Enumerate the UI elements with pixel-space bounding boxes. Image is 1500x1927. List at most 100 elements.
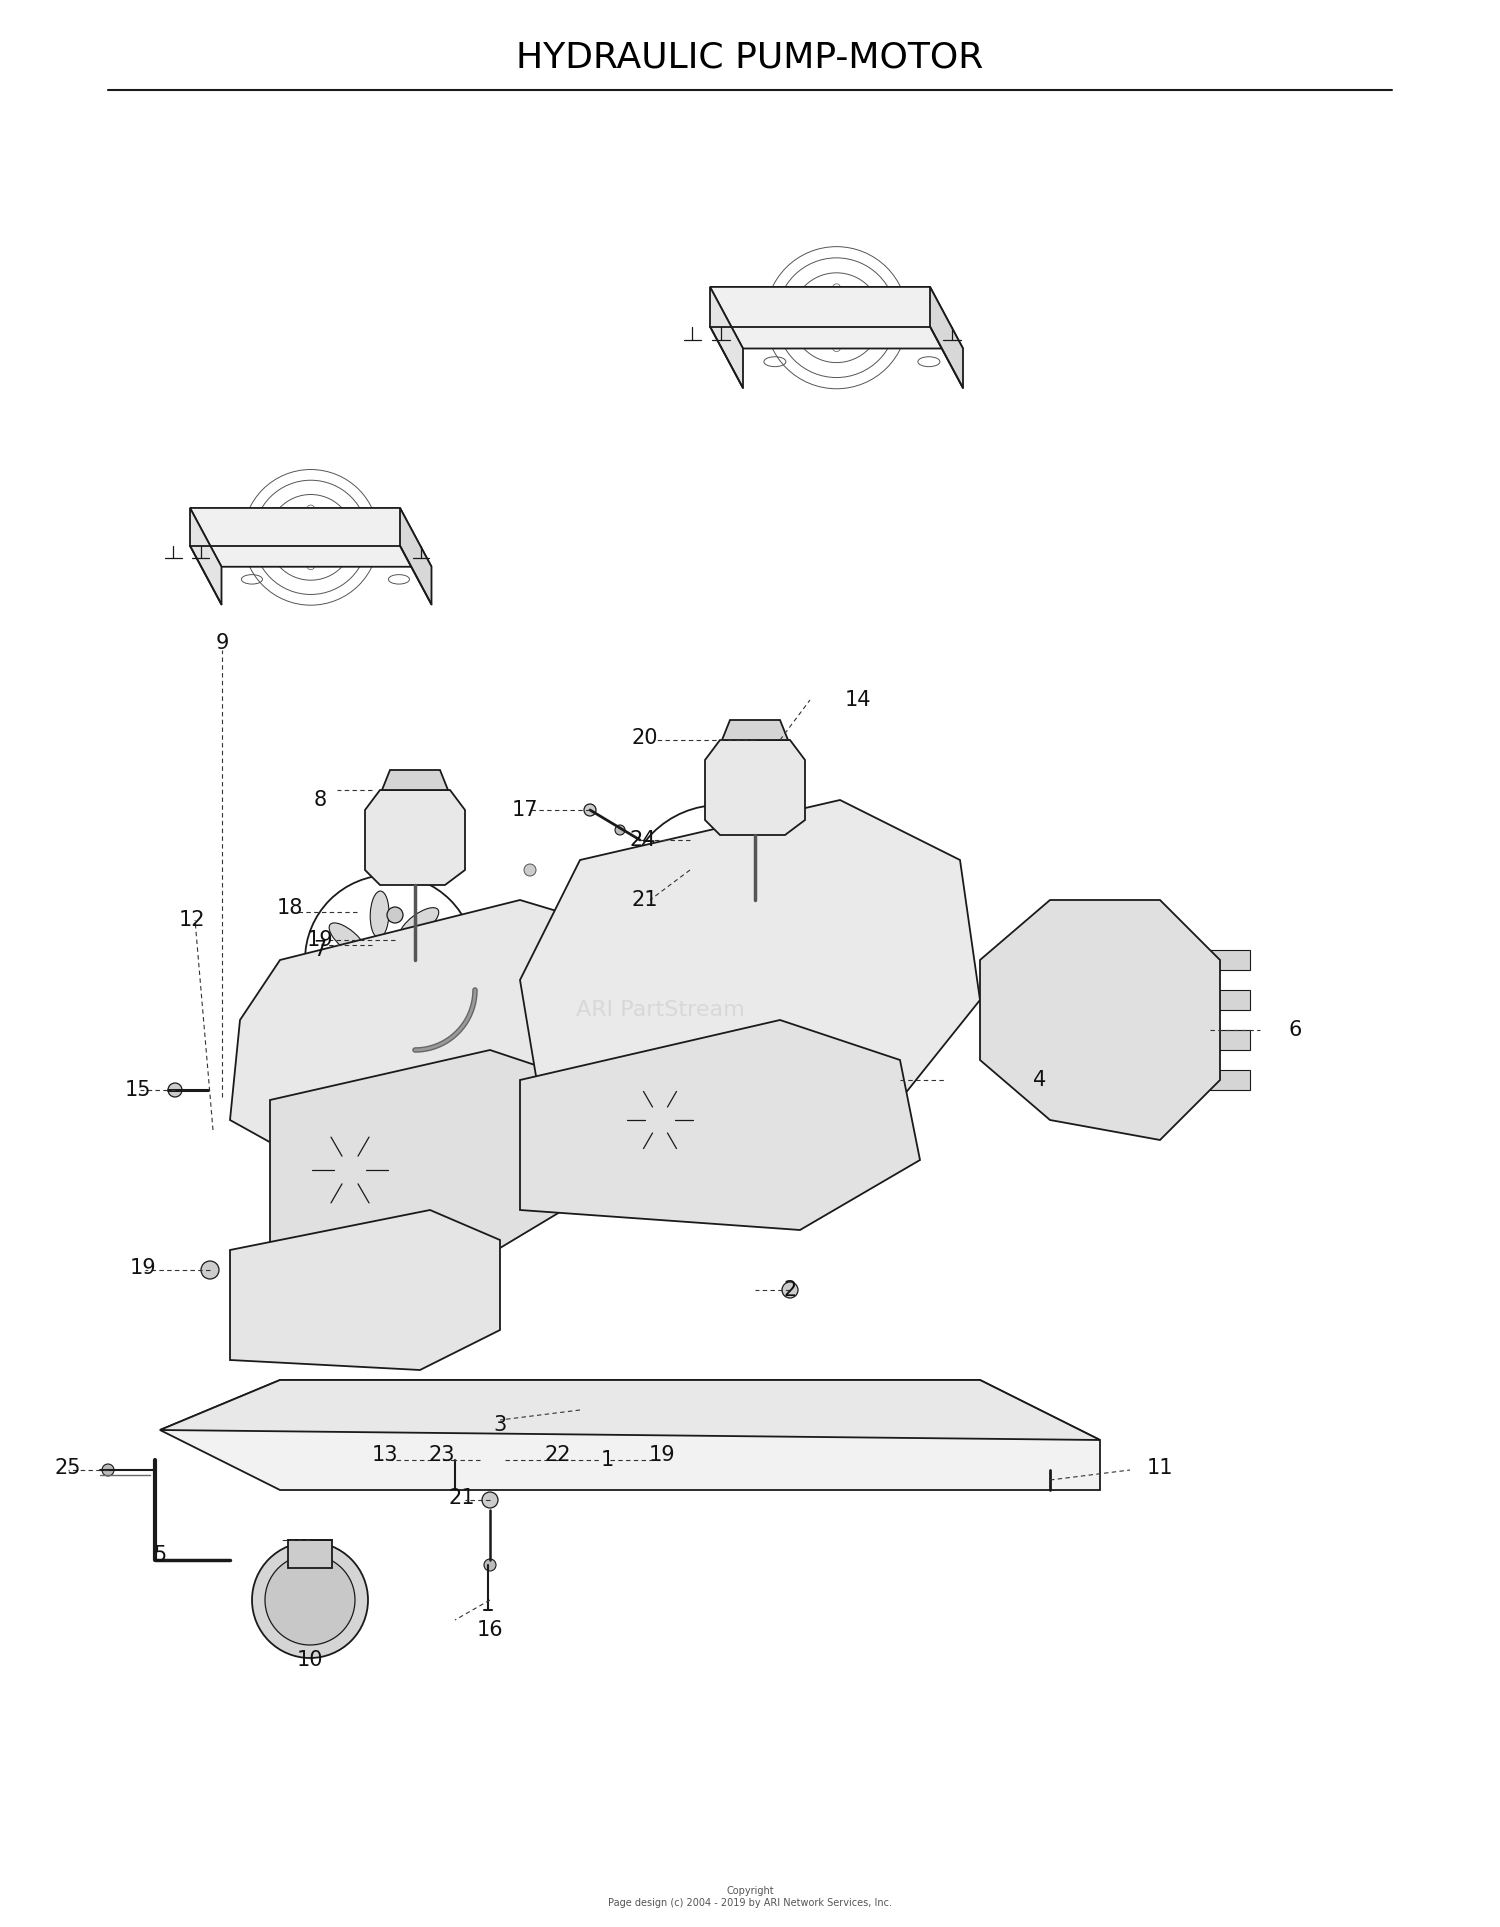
Circle shape xyxy=(844,904,856,915)
Polygon shape xyxy=(980,900,1220,1141)
Bar xyxy=(1210,1031,1249,1050)
Polygon shape xyxy=(520,800,980,1150)
Circle shape xyxy=(382,954,398,967)
Text: 16: 16 xyxy=(477,1621,504,1640)
Circle shape xyxy=(399,935,411,946)
Text: 7: 7 xyxy=(314,940,327,960)
Circle shape xyxy=(824,1054,836,1066)
Ellipse shape xyxy=(326,969,370,990)
Polygon shape xyxy=(722,721,788,740)
Text: 22: 22 xyxy=(544,1445,572,1465)
Text: 19: 19 xyxy=(129,1258,156,1278)
Ellipse shape xyxy=(406,975,432,1017)
Polygon shape xyxy=(382,771,448,790)
Bar xyxy=(405,960,424,985)
Text: 5: 5 xyxy=(153,1545,166,1565)
Circle shape xyxy=(712,892,728,908)
Ellipse shape xyxy=(414,950,459,971)
Text: 18: 18 xyxy=(278,898,303,917)
Text: 15: 15 xyxy=(124,1079,152,1100)
Circle shape xyxy=(472,1453,488,1466)
Text: 19: 19 xyxy=(648,1445,675,1465)
Text: 20: 20 xyxy=(632,728,658,748)
Polygon shape xyxy=(190,509,432,567)
Polygon shape xyxy=(230,900,640,1170)
Circle shape xyxy=(266,1555,356,1646)
Polygon shape xyxy=(160,1380,1100,1490)
Bar xyxy=(1210,990,1249,1010)
Polygon shape xyxy=(270,1050,580,1260)
Ellipse shape xyxy=(370,890,388,938)
Circle shape xyxy=(102,1465,114,1476)
Circle shape xyxy=(201,1260,219,1280)
Ellipse shape xyxy=(642,888,693,911)
Circle shape xyxy=(696,877,744,923)
Circle shape xyxy=(615,825,626,834)
Text: 1: 1 xyxy=(600,1449,613,1470)
Ellipse shape xyxy=(708,927,732,977)
Circle shape xyxy=(380,950,400,969)
Circle shape xyxy=(564,1064,576,1075)
Circle shape xyxy=(815,863,827,877)
Text: 12: 12 xyxy=(178,910,206,931)
Text: 14: 14 xyxy=(844,690,871,709)
Circle shape xyxy=(340,1270,380,1310)
Ellipse shape xyxy=(708,823,732,873)
Circle shape xyxy=(1046,965,1155,1075)
Bar xyxy=(288,1540,332,1569)
Text: 17: 17 xyxy=(512,800,538,821)
Circle shape xyxy=(484,1559,496,1571)
Polygon shape xyxy=(190,509,222,605)
Circle shape xyxy=(1062,983,1138,1058)
Circle shape xyxy=(564,894,576,906)
Circle shape xyxy=(448,1453,462,1466)
Text: ARI PartStream: ARI PartStream xyxy=(576,1000,744,1019)
Circle shape xyxy=(387,908,404,923)
Text: 9: 9 xyxy=(216,632,228,653)
Circle shape xyxy=(369,938,411,981)
Bar xyxy=(1210,1069,1249,1091)
Text: 3: 3 xyxy=(494,1414,507,1436)
Text: 21: 21 xyxy=(448,1488,476,1509)
Polygon shape xyxy=(705,740,806,834)
Circle shape xyxy=(610,1069,710,1170)
Circle shape xyxy=(782,1281,798,1299)
Circle shape xyxy=(334,1154,364,1185)
Circle shape xyxy=(544,935,556,946)
Text: 11: 11 xyxy=(1146,1459,1173,1478)
Circle shape xyxy=(296,1116,405,1226)
Text: HYDRAULIC PUMP-MOTOR: HYDRAULIC PUMP-MOTOR xyxy=(516,40,984,75)
Circle shape xyxy=(614,994,626,1006)
Polygon shape xyxy=(710,287,742,387)
Polygon shape xyxy=(230,1210,500,1370)
Polygon shape xyxy=(160,1380,1100,1439)
Circle shape xyxy=(1042,1472,1058,1488)
Ellipse shape xyxy=(399,908,439,938)
Ellipse shape xyxy=(660,921,706,952)
Polygon shape xyxy=(710,287,963,349)
Text: 21: 21 xyxy=(632,890,658,910)
Circle shape xyxy=(603,1453,616,1466)
Text: 23: 23 xyxy=(429,1445,456,1465)
Text: 8: 8 xyxy=(314,790,327,809)
Circle shape xyxy=(482,1491,498,1509)
Text: 4: 4 xyxy=(1034,1069,1047,1091)
Circle shape xyxy=(584,954,596,965)
Text: 24: 24 xyxy=(630,831,657,850)
Circle shape xyxy=(548,1453,562,1466)
Text: 2: 2 xyxy=(783,1280,796,1301)
Ellipse shape xyxy=(741,913,772,960)
Ellipse shape xyxy=(366,985,393,1027)
Circle shape xyxy=(524,863,536,877)
Circle shape xyxy=(252,1542,368,1657)
Ellipse shape xyxy=(668,840,699,886)
Text: 10: 10 xyxy=(297,1650,324,1671)
Text: 25: 25 xyxy=(54,1459,81,1478)
Circle shape xyxy=(853,1004,865,1016)
Bar xyxy=(1210,950,1249,969)
Ellipse shape xyxy=(747,888,798,911)
Polygon shape xyxy=(400,509,432,605)
Bar xyxy=(746,900,765,925)
Circle shape xyxy=(794,1085,806,1096)
Polygon shape xyxy=(520,1019,920,1229)
